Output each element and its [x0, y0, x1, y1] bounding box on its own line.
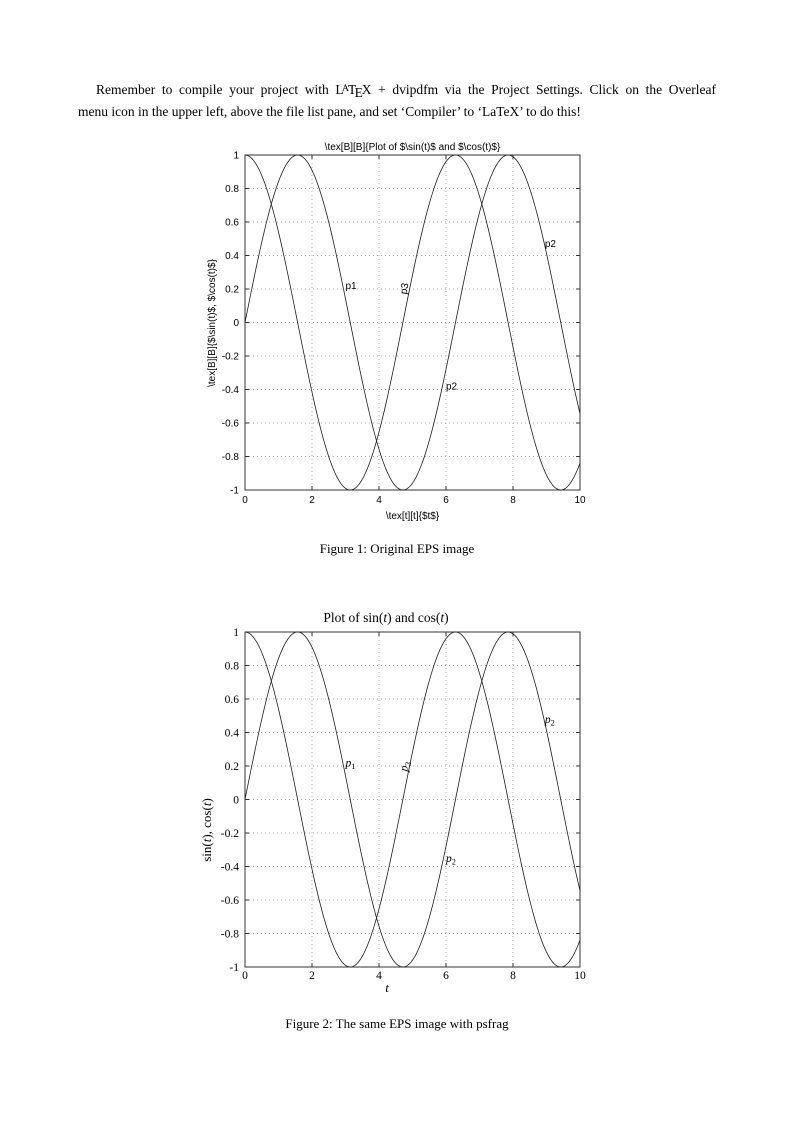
- latex-logo-e: E: [354, 84, 363, 100]
- svg-text:6: 6: [443, 495, 449, 506]
- latex-logo-x: X: [361, 81, 372, 97]
- svg-text:2: 2: [309, 970, 315, 982]
- svg-text:-1: -1: [230, 485, 239, 496]
- latex-logo-t: T: [348, 81, 357, 97]
- svg-text:1: 1: [233, 150, 239, 161]
- latex-logo-a: A: [341, 83, 349, 94]
- intro-text-before-latex: Remember to compile your project with: [96, 81, 336, 97]
- svg-text:-0.4: -0.4: [221, 861, 239, 873]
- svg-text:p1: p1: [346, 281, 358, 292]
- svg-text:4: 4: [376, 495, 382, 506]
- svg-text:-0.2: -0.2: [221, 828, 239, 840]
- svg-text:0.4: 0.4: [225, 251, 239, 262]
- svg-text:0.2: 0.2: [225, 761, 240, 773]
- svg-text:0.6: 0.6: [225, 694, 240, 706]
- svg-text:0: 0: [242, 495, 248, 506]
- svg-text:-0.6: -0.6: [221, 895, 239, 907]
- svg-text:8: 8: [510, 495, 516, 506]
- figure-2-svg: 0 2 4 6 8 10 1 0.8 0.6 0.4 0.2 0 -0.2 -0.4 -0.6 -0.8 -1 P…: [199, 610, 586, 995]
- svg-text:8: 8: [510, 970, 516, 982]
- svg-text:p2: p2: [544, 714, 555, 728]
- svg-text:0.4: 0.4: [225, 727, 240, 739]
- intro-paragraph: Remember to compile your project with LA…: [78, 79, 716, 122]
- svg-text:p3: p3: [398, 760, 413, 773]
- svg-text:p3: p3: [399, 282, 412, 295]
- svg-text:6: 6: [443, 970, 449, 982]
- svg-text:p2: p2: [545, 239, 557, 250]
- svg-text:\tex[t][t]{$t$}: \tex[t][t]{$t$}: [386, 511, 440, 522]
- intro-text-after-latex: + dvipdfm via the Project Settings. Clic…: [371, 81, 716, 97]
- svg-text:2: 2: [309, 495, 315, 506]
- figure-1: 0 2 4 6 8 10 1 0.8 0.6 0.4 0.2 0 -0.2 -0.4 -0.6 -0.8 -1 \…: [190, 133, 600, 538]
- svg-text:4: 4: [376, 970, 382, 982]
- figure-1-caption: Figure 1: Original EPS image: [319, 541, 475, 556]
- svg-text:p2: p2: [446, 382, 458, 393]
- svg-text:Plot of sin(t) and cos(t): Plot of sin(t) and cos(t): [323, 610, 448, 625]
- svg-text:sin(t), cos(t): sin(t), cos(t): [199, 798, 214, 862]
- intro-line-1: Remember to compile your project with LA…: [78, 79, 716, 102]
- svg-text:-1: -1: [229, 962, 239, 974]
- svg-text:0.6: 0.6: [225, 217, 239, 228]
- figure-1-svg: 0 2 4 6 8 10 1 0.8 0.6 0.4 0.2 0 -0.2 -0.4 -0.6 -0.8 -1 \…: [207, 142, 586, 522]
- svg-text:0.8: 0.8: [225, 660, 240, 672]
- svg-text:\tex[B][B]{Plot of $\sin(t)$ a: \tex[B][B]{Plot of $\sin(t)$ and $\cos(t…: [325, 142, 501, 153]
- svg-text:\tex[B][B]{$\sin(t)$, $\cos(t): \tex[B][B]{$\sin(t)$, $\cos(t)$}: [207, 258, 218, 386]
- latex-logo-l: L: [335, 81, 344, 97]
- svg-text:-0.6: -0.6: [222, 418, 240, 429]
- svg-text:-0.4: -0.4: [222, 385, 240, 396]
- svg-text:0.8: 0.8: [225, 184, 239, 195]
- svg-text:0: 0: [233, 318, 239, 329]
- svg-text:1: 1: [233, 627, 239, 639]
- svg-text:0: 0: [233, 794, 239, 806]
- svg-text:0.2: 0.2: [225, 284, 239, 295]
- figure-2-caption: Figure 2: The same EPS image with psfrag: [285, 1016, 509, 1031]
- svg-text:-0.8: -0.8: [221, 928, 239, 940]
- svg-text:p2: p2: [445, 853, 456, 867]
- intro-line-2: menu icon in the upper left, above the f…: [78, 104, 581, 120]
- svg-text:-0.8: -0.8: [222, 452, 240, 463]
- figure-2: 0 2 4 6 8 10 1 0.8 0.6 0.4 0.2 0 -0.2 -0.4 -0.6 -0.8 -1 P…: [190, 610, 600, 1015]
- svg-text:0: 0: [242, 970, 248, 982]
- svg-text:p1: p1: [345, 758, 356, 772]
- svg-text:10: 10: [574, 495, 586, 506]
- latex-logo: LATEX: [335, 81, 372, 100]
- svg-text:10: 10: [574, 970, 586, 982]
- svg-text:t: t: [385, 980, 389, 995]
- svg-text:-0.2: -0.2: [222, 351, 240, 362]
